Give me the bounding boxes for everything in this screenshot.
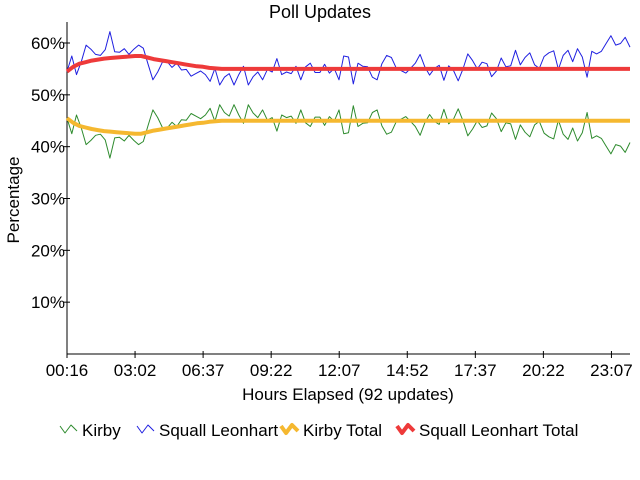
y-tick-label: 30%	[31, 190, 65, 209]
y-tick-label: 20%	[31, 241, 65, 260]
x-tick-label: 06:37	[182, 361, 225, 380]
series-line-kirby	[66, 104, 631, 159]
legend-item: Kirby	[59, 421, 121, 440]
x-ticks: 00:16 03:02 06:37 09:22 12:07 14:52 17:37 20:22…	[46, 351, 633, 380]
legend-swatch	[395, 423, 416, 435]
y-tick-label: 10%	[31, 293, 65, 312]
y-ticks: 10% 20% 30% 40% 50% 60%	[31, 34, 70, 312]
series-line-kirby-total	[65, 116, 630, 136]
y-tick-label: 50%	[31, 86, 65, 105]
x-tick-label: 14:52	[386, 361, 429, 380]
x-tick-label: 20:22	[522, 361, 565, 380]
x-tick-label: 03:02	[114, 361, 157, 380]
series-layer	[65, 31, 631, 159]
legend-item: Kirby Total	[279, 421, 382, 440]
legend-swatch	[136, 424, 155, 434]
chart-title: Poll Updates	[269, 2, 371, 22]
legend-label: Squall Leonhart	[159, 421, 278, 440]
legend-swatch	[279, 423, 300, 435]
legend-label: Squall Leonhart Total	[419, 421, 578, 440]
series-line-squall-leonhart	[66, 31, 631, 86]
y-axis-label: Percentage	[4, 157, 23, 244]
x-axis-label: Hours Elapsed (92 updates)	[242, 385, 454, 404]
x-tick-label: 09:22	[250, 361, 293, 380]
x-tick-label: 23:07	[590, 361, 633, 380]
legend-label: Kirby Total	[303, 421, 382, 440]
y-tick-label: 40%	[31, 138, 65, 157]
y-tick-label: 60%	[31, 34, 65, 53]
plot-area: 10% 20% 30% 40% 50% 60% 00:16 03:02 06:37 09:22 1…	[31, 22, 633, 380]
series-line-squall-leonhart-total	[65, 54, 630, 74]
x-tick-label: 12:07	[318, 361, 361, 380]
x-tick-label: 17:37	[454, 361, 497, 380]
legend: Kirby Squall Leonhart Kirby Total Squall Le…	[59, 421, 578, 440]
legend-swatch	[59, 424, 78, 434]
x-tick-label: 00:16	[46, 361, 89, 380]
legend-item: Squall Leonhart	[136, 421, 278, 440]
legend-item: Squall Leonhart Total	[395, 421, 578, 440]
legend-label: Kirby	[82, 421, 121, 440]
